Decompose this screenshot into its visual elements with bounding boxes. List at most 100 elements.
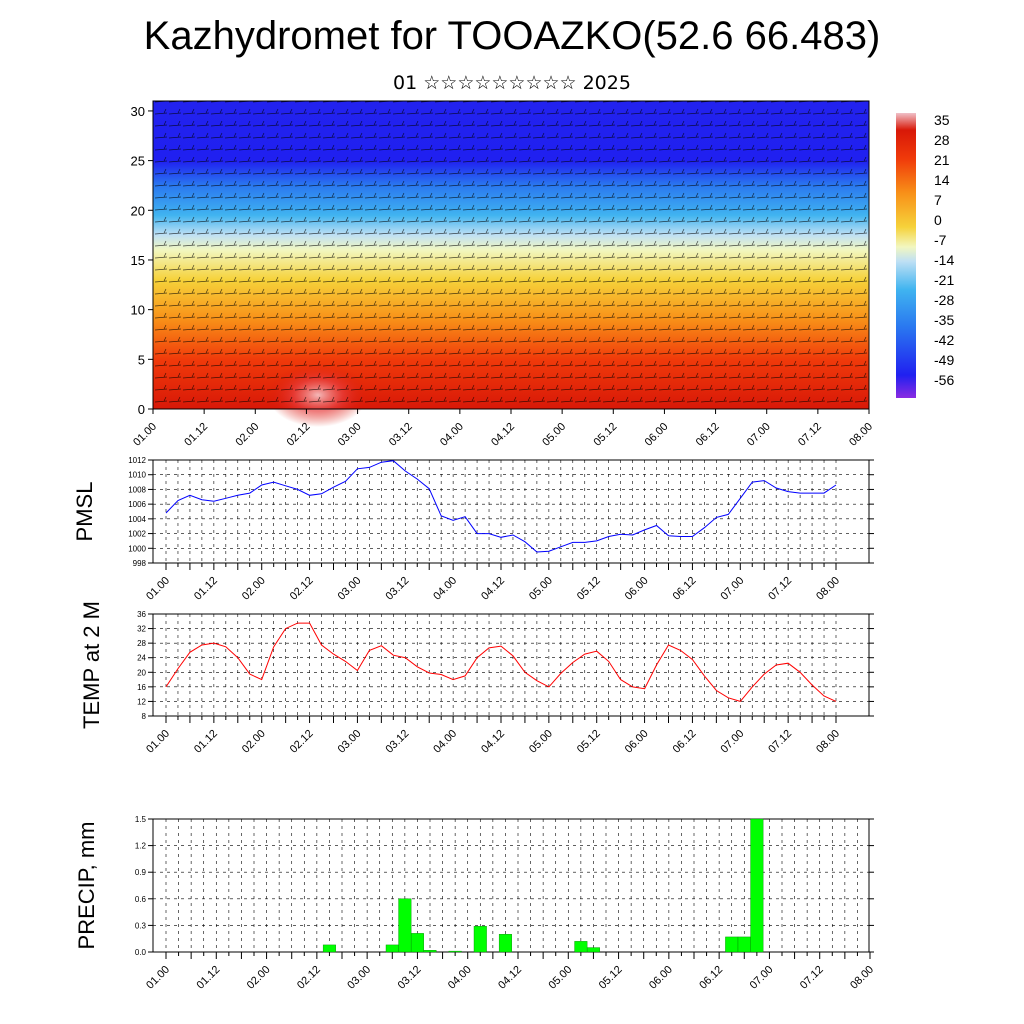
y-tick-label: 8 (142, 712, 147, 721)
colorbar-label: 14 (934, 172, 950, 188)
precipitation-panel: 0.0 0.3 0.6 0.9 1.2 1.5 01.00 01.12 02.00 02.12 03… (74, 815, 876, 992)
x-tick-label: 07.00 (718, 575, 746, 603)
x-tick-label: 02.00 (240, 575, 268, 603)
y-tick-label: 12 (137, 697, 146, 706)
y-tick-label: 998 (133, 559, 147, 568)
x-tick-label: 05.12 (591, 421, 619, 449)
x-tick-label: 05.00 (540, 421, 568, 449)
y-tick-label: 1000 (128, 544, 146, 553)
x-tick-label: 06.12 (694, 421, 722, 449)
wind-barbs-field (153, 101, 869, 409)
x-tick-label: 01.12 (194, 964, 222, 992)
y-tick-label: 36 (137, 610, 146, 619)
precip-bar (448, 950, 462, 953)
y-tick-label: 1004 (128, 515, 146, 524)
x-tick-label: 06.00 (647, 964, 675, 992)
pmsl-panel: 998 1000 1002 1004 1006 1008 1010 1012 01.00 01.1… (72, 456, 874, 603)
x-tick-label: 02.12 (288, 728, 316, 756)
x-tick-label: 08.00 (848, 964, 876, 992)
colorbar-label: 35 (934, 112, 950, 128)
colorbar-label: -42 (934, 332, 954, 348)
x-tick-label: 05.00 (527, 728, 555, 756)
x-tick-label: 07.12 (766, 728, 794, 756)
y-tick-label: 0.6 (135, 895, 147, 904)
x-tick-label: 04.12 (479, 575, 507, 603)
x-tick-label: 04.12 (496, 964, 524, 992)
x-tick-label: 04.00 (438, 421, 466, 449)
colorbar-label: 0 (934, 212, 942, 228)
series-line (165, 460, 837, 553)
y-tick-label: 1012 (128, 456, 146, 465)
y-tick-label: 16 (137, 683, 146, 692)
x-tick-label: 05.00 (546, 964, 574, 992)
y-tick-label: 1006 (128, 500, 146, 509)
precip-bar (423, 950, 437, 953)
x-tick-label: 08.00 (847, 421, 875, 449)
x-tick-label: 02.00 (240, 728, 268, 756)
x-tick-label: 04.00 (431, 728, 459, 756)
y-tick-label: 1008 (128, 485, 146, 494)
x-tick-label: 03.00 (336, 421, 364, 449)
x-tick-label: 01.00 (131, 421, 159, 449)
precip-bar (725, 936, 739, 953)
y-axis-label: TEMP at 2 M (79, 601, 104, 729)
precip-bar (586, 947, 600, 953)
x-tick-label: 03.12 (387, 421, 415, 449)
x-tick-label: 02.12 (288, 575, 316, 603)
precip-bar (385, 944, 399, 953)
y-tick-label: 10 (131, 303, 145, 318)
x-tick-label: 05.12 (575, 728, 603, 756)
plot-frame (152, 613, 870, 717)
x-tick-label: 04.00 (446, 964, 474, 992)
colorbar-label: -14 (934, 252, 954, 268)
x-tick-label: 03.00 (336, 728, 364, 756)
y-tick-label: 0.3 (135, 921, 147, 930)
x-tick-label: 06.12 (697, 964, 725, 992)
y-tick-label: 0 (138, 402, 145, 417)
y-tick-label: 1.2 (135, 842, 147, 851)
y-tick-label: 1002 (128, 530, 146, 539)
precip-bar (498, 934, 512, 953)
x-tick-label: 03.12 (383, 575, 411, 603)
y-tick-label: 32 (137, 625, 146, 634)
x-tick-label: 07.12 (798, 964, 826, 992)
precip-bar (750, 818, 764, 953)
x-tick-label: 01.12 (182, 421, 210, 449)
y-tick-label: 24 (137, 654, 146, 663)
y-tick-label: 15 (131, 253, 145, 268)
x-tick-label: 01.12 (192, 728, 220, 756)
plot-frame (152, 459, 870, 564)
precip-bar (737, 936, 751, 953)
y-axis-label: PRECIP, mm (74, 822, 99, 950)
x-tick-label: 02.12 (295, 964, 323, 992)
y-tick-label: 25 (131, 154, 145, 169)
colorbar-label: 7 (934, 192, 942, 208)
x-tick-label: 05.00 (527, 575, 555, 603)
x-tick-label: 07.00 (718, 728, 746, 756)
x-tick-label: 07.00 (745, 421, 773, 449)
x-tick-label: 07.12 (766, 575, 794, 603)
x-tick-label: 04.12 (479, 728, 507, 756)
x-tick-label: 08.00 (814, 575, 842, 603)
y-tick-label: 28 (137, 639, 146, 648)
x-tick-label: 01.00 (144, 728, 172, 756)
x-tick-label: 06.00 (623, 728, 651, 756)
x-tick-label: 06.00 (643, 421, 671, 449)
y-axis-label: PMSL (72, 482, 97, 542)
x-tick-label: 03.00 (345, 964, 373, 992)
colorbar-label: -56 (934, 372, 954, 388)
x-tick-label: 03.12 (396, 964, 424, 992)
x-tick-label: 02.00 (245, 964, 273, 992)
x-tick-label: 01.12 (192, 575, 220, 603)
x-tick-label: 07.12 (796, 421, 824, 449)
precip-bar (322, 944, 336, 953)
colorbar-label: -35 (934, 312, 954, 328)
x-tick-label: 06.12 (671, 728, 699, 756)
precip-bar (410, 933, 424, 953)
colorbar-label: 28 (934, 132, 950, 148)
x-tick-label: 02.00 (233, 421, 261, 449)
chart-title: Kazhydromet for TOOAZKO(52.6 66.483) (143, 14, 881, 58)
x-tick-label: 06.12 (671, 575, 699, 603)
